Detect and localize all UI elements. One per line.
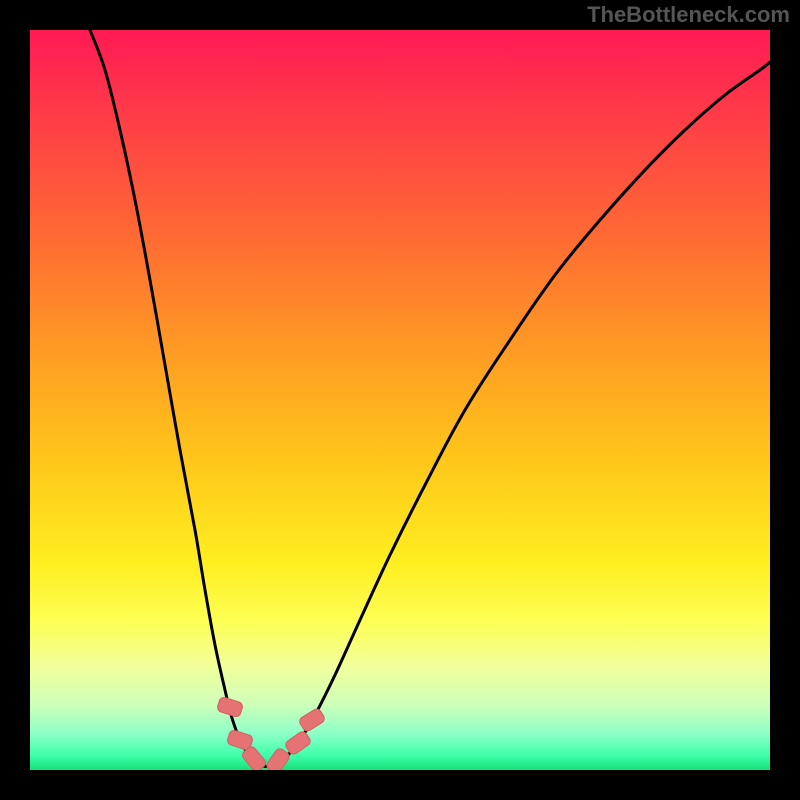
curve-marker: [265, 747, 291, 770]
curve-marker: [216, 696, 243, 718]
plot-area: [30, 30, 770, 770]
curve-marker: [284, 730, 312, 756]
bottleneck-curve-svg: [30, 30, 770, 770]
attribution-label: TheBottleneck.com: [587, 2, 790, 28]
curve-marker: [298, 707, 326, 732]
bottleneck-curve: [90, 30, 770, 766]
